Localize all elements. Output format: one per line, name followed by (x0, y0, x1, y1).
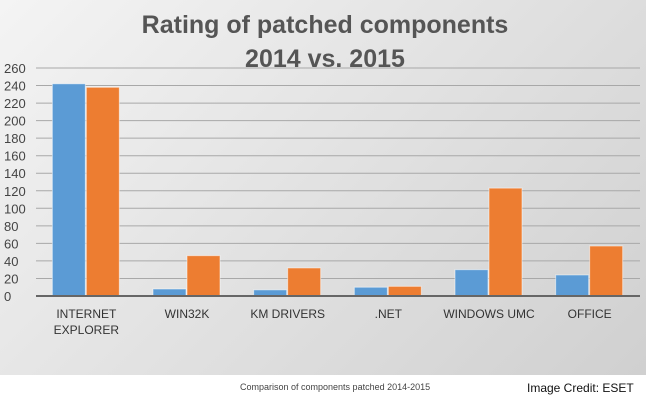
title-line-1: Rating of patched components (141, 11, 509, 39)
bar-chart: 0 20 40 60 80 100 120 140 160 180 200 220 240 260 INTE… (4, 61, 640, 337)
chart-title: Rating of patched components 2014 vs. 201… (0, 8, 600, 76)
y-tick-label: 20 (4, 271, 18, 286)
bar-2015 (488, 187, 523, 297)
bar-2014 (555, 274, 590, 297)
y-tick-label: 200 (4, 114, 26, 129)
y-tick-label: 80 (4, 219, 18, 234)
bar-2014 (353, 286, 388, 297)
y-tick-label: 0 (4, 289, 11, 304)
bar-2015 (186, 255, 221, 297)
bar-2014 (51, 83, 86, 297)
bar-2015 (287, 267, 322, 297)
y-tick-label: 160 (4, 149, 26, 164)
x-tick-label: OFFICE (568, 307, 612, 321)
bar-2014 (152, 288, 187, 297)
x-tick-label: WINDOWS UMC (443, 307, 535, 321)
y-tick-label: 140 (4, 166, 26, 181)
bar-2014 (454, 269, 489, 297)
y-tick-label: 60 (4, 236, 18, 251)
y-tick-label: 260 (4, 61, 26, 76)
x-tick-label: EXPLORER (54, 323, 120, 337)
caption: Comparison of components patched 2014-20… (240, 382, 431, 392)
image-credit: Image Credit: ESET (527, 381, 634, 395)
y-tick-label: 40 (4, 254, 18, 269)
y-tick-label: 180 (4, 131, 26, 146)
bar-2015 (85, 86, 120, 297)
x-tick-label: .NET (375, 307, 403, 321)
bar-2015 (589, 245, 624, 297)
x-tick-label: WIN32K (165, 307, 210, 321)
x-tick-label: KM DRIVERS (250, 307, 325, 321)
y-tick-label: 220 (4, 96, 26, 111)
y-tick-label: 100 (4, 201, 26, 216)
bar-2015 (387, 285, 422, 297)
x-tick-label: INTERNET (56, 307, 117, 321)
y-tick-label: 240 (4, 79, 26, 94)
y-tick-label: 120 (4, 184, 26, 199)
